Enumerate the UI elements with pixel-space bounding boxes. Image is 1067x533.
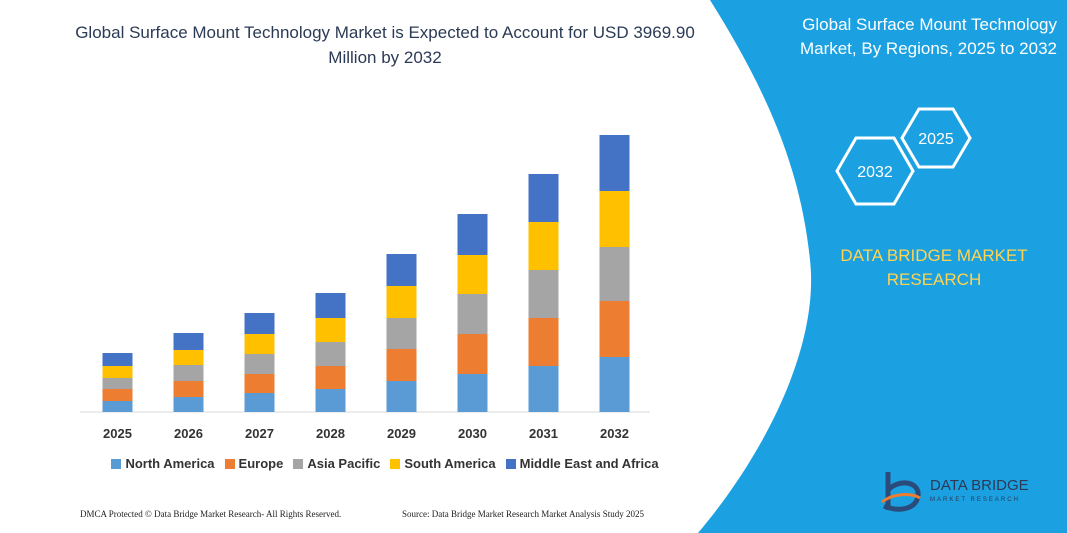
bar-segment [457, 334, 488, 374]
legend-label: Europe [238, 456, 284, 471]
chart-title: Global Surface Mount Technology Market i… [75, 23, 695, 67]
bar-segment [315, 342, 346, 366]
bar-segment [599, 357, 630, 412]
legend-swatch [505, 458, 516, 469]
legend-swatch [293, 458, 304, 469]
legend-swatch [390, 458, 401, 469]
footer-left: DMCA Protected © Data Bridge Market Rese… [80, 509, 342, 519]
legend-label: Asia Pacific [307, 456, 381, 471]
bar-segment [173, 397, 204, 412]
bar-segment [244, 334, 275, 354]
bar-segment [102, 366, 133, 378]
x-tick-label: 2027 [245, 426, 274, 441]
bar-segment [457, 255, 488, 294]
x-tick-label: 2025 [103, 426, 132, 441]
bar-segment [173, 365, 204, 381]
bar-segment [244, 313, 275, 334]
side-title: Global Surface Mount Technology Market, … [799, 15, 1057, 58]
bar-segment [528, 318, 559, 366]
bar-segment [528, 270, 559, 318]
bar-segment [173, 333, 204, 350]
legend-item: Middle East and Africa [505, 456, 659, 471]
side-panel-bg [698, 0, 1067, 533]
logo-name: DATA BRIDGE [930, 477, 1029, 494]
legend-label: North America [125, 456, 215, 471]
logo-icon [881, 493, 921, 504]
bar-segment [386, 318, 417, 349]
legend-item: North America [111, 456, 215, 471]
bar-segment [173, 350, 204, 365]
hexagon [835, 136, 915, 206]
footer-right: Source: Data Bridge Market Research Mark… [402, 509, 644, 519]
logo-tagline: MARKET RESEARCH [930, 497, 1020, 503]
bar-segment [599, 191, 630, 247]
x-tick-label: 2032 [600, 426, 629, 441]
bar-segment [102, 389, 133, 401]
bar-segment [528, 222, 559, 270]
legend-swatch [111, 458, 122, 469]
bar-segment [599, 135, 630, 191]
hexagon-label: 2032 [857, 164, 893, 181]
bar-segment [386, 349, 417, 381]
legend-item: South America [390, 456, 496, 471]
bar-segment [102, 401, 133, 412]
bar-segment [244, 354, 275, 374]
bar-segment [315, 318, 346, 342]
legend: North America Europe Asia Pacific South Ame… [80, 456, 690, 471]
bar-segment [386, 381, 417, 412]
bar-segment [528, 174, 559, 222]
legend-item: Asia Pacific [293, 456, 380, 471]
bar-segment [386, 286, 417, 318]
bar-segment [457, 294, 488, 334]
bar-segment [457, 374, 488, 412]
x-tick-label: 2031 [529, 426, 558, 441]
x-tick-label: 2028 [316, 426, 345, 441]
hexagon [900, 107, 972, 169]
bar-segment [457, 214, 488, 255]
legend-item: Europe [224, 456, 284, 471]
bar-segment [102, 353, 133, 366]
bar-segment [528, 366, 559, 412]
bar-segment [244, 393, 275, 412]
legend-label: Middle East and Africa [519, 456, 659, 471]
x-tick-label: 2026 [174, 426, 203, 441]
legend-swatch [224, 458, 235, 469]
bar-segment [244, 374, 275, 393]
hexagon-label: 2025 [918, 131, 954, 148]
bar-segment [315, 389, 346, 412]
bar-segment [599, 247, 630, 301]
legend-label: South America [404, 456, 496, 471]
bar-segment [173, 381, 204, 397]
bar-segment [315, 293, 346, 318]
x-tick-label: 2030 [458, 426, 487, 441]
brand: DATA BRIDGE MARKET RESEARCH [840, 246, 1028, 289]
x-tick-label: 2029 [387, 426, 416, 441]
bar-segment [599, 301, 630, 357]
bar-segment [102, 378, 133, 389]
bar-segment [386, 254, 417, 286]
bar-segment [315, 366, 346, 389]
